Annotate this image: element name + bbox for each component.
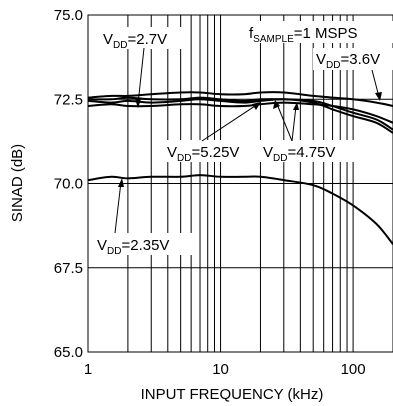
arrowhead-vdd-2-7 bbox=[135, 99, 141, 108]
annot-vdd-2-35-text: VDD=2.35V bbox=[97, 237, 169, 257]
x-axis-title: INPUT FREQUENCY (kHz) bbox=[141, 386, 324, 403]
arrow-vdd-2-35 bbox=[114, 181, 122, 234]
arrow-vdd-4-75-b bbox=[291, 105, 297, 142]
y-tick-labels: 65.0 67.5 70.0 72.5 75.0 bbox=[54, 7, 83, 361]
y-tick-label: 75.0 bbox=[54, 7, 83, 24]
annot-vdd-2-7-bg bbox=[98, 27, 186, 49]
annot-vdd-5-25-text: VDD=5.25V bbox=[167, 144, 239, 164]
annot-fsample-text: fSAMPLE=1 MSPS bbox=[249, 25, 358, 45]
annot-vdd-3-6: VDD=3.6V bbox=[313, 48, 393, 71]
arrowhead-vdd-4-75-b bbox=[293, 102, 299, 110]
plot-frame bbox=[87, 14, 393, 353]
annot-fsample-bg bbox=[245, 21, 393, 43]
y-tick-label: 67.5 bbox=[54, 260, 83, 277]
annot-vdd-2-35-bg bbox=[95, 233, 195, 255]
annot-vdd-5-25: VDD=5.25V bbox=[164, 140, 262, 164]
annot-fsample: fSAMPLE=1 MSPS bbox=[245, 21, 393, 45]
arrow-vdd-4-75-a bbox=[276, 103, 293, 142]
x-tick-label: 100 bbox=[341, 361, 366, 378]
annot-vdd-3-6-text: VDD=3.6V bbox=[316, 51, 380, 71]
series-line-2 bbox=[87, 98, 393, 134]
x-tick-label: 10 bbox=[212, 361, 229, 378]
annot-vdd-4-75-text: VDD=4.75V bbox=[263, 144, 335, 164]
annot-vdd-2-35: VDD=2.35V bbox=[95, 233, 195, 257]
series-line-3 bbox=[87, 91, 393, 107]
arrow-vdd-3-6 bbox=[371, 69, 380, 98]
annot-vdd-2-7-text: VDD=2.7V bbox=[103, 31, 167, 51]
y-axis-title: SINAD (dB) bbox=[9, 144, 26, 222]
annotation-arrows bbox=[114, 47, 382, 234]
series-line-0 bbox=[87, 101, 393, 124]
annot-vdd-5-25-bg bbox=[164, 140, 262, 162]
arrow-vdd-2-7 bbox=[137, 47, 145, 105]
y-tick-label: 72.5 bbox=[54, 91, 83, 108]
arrow-vdd-5-25 bbox=[201, 103, 259, 142]
annot-vdd-2-7: VDD=2.7V bbox=[98, 27, 186, 51]
x-tick-labels: 1 10 100 bbox=[84, 361, 366, 378]
annot-vdd-4-75-bg bbox=[260, 140, 356, 162]
series-line-4 bbox=[87, 174, 393, 245]
annot-vdd-4-75: VDD=4.75V bbox=[260, 140, 356, 164]
series-group bbox=[87, 91, 393, 245]
arrowhead-vdd-2-35 bbox=[118, 178, 124, 187]
annot-vdd-3-6-bg bbox=[313, 48, 393, 70]
series-line-1 bbox=[87, 96, 393, 131]
arrowhead-vdd-4-75-a bbox=[273, 100, 280, 109]
y-tick-label: 70.0 bbox=[54, 176, 83, 193]
arrowhead-vdd-5-25 bbox=[252, 102, 261, 110]
x-tick-label: 1 bbox=[84, 361, 92, 378]
y-tick-label: 65.0 bbox=[54, 344, 83, 361]
arrowhead-vdd-3-6 bbox=[375, 92, 382, 101]
